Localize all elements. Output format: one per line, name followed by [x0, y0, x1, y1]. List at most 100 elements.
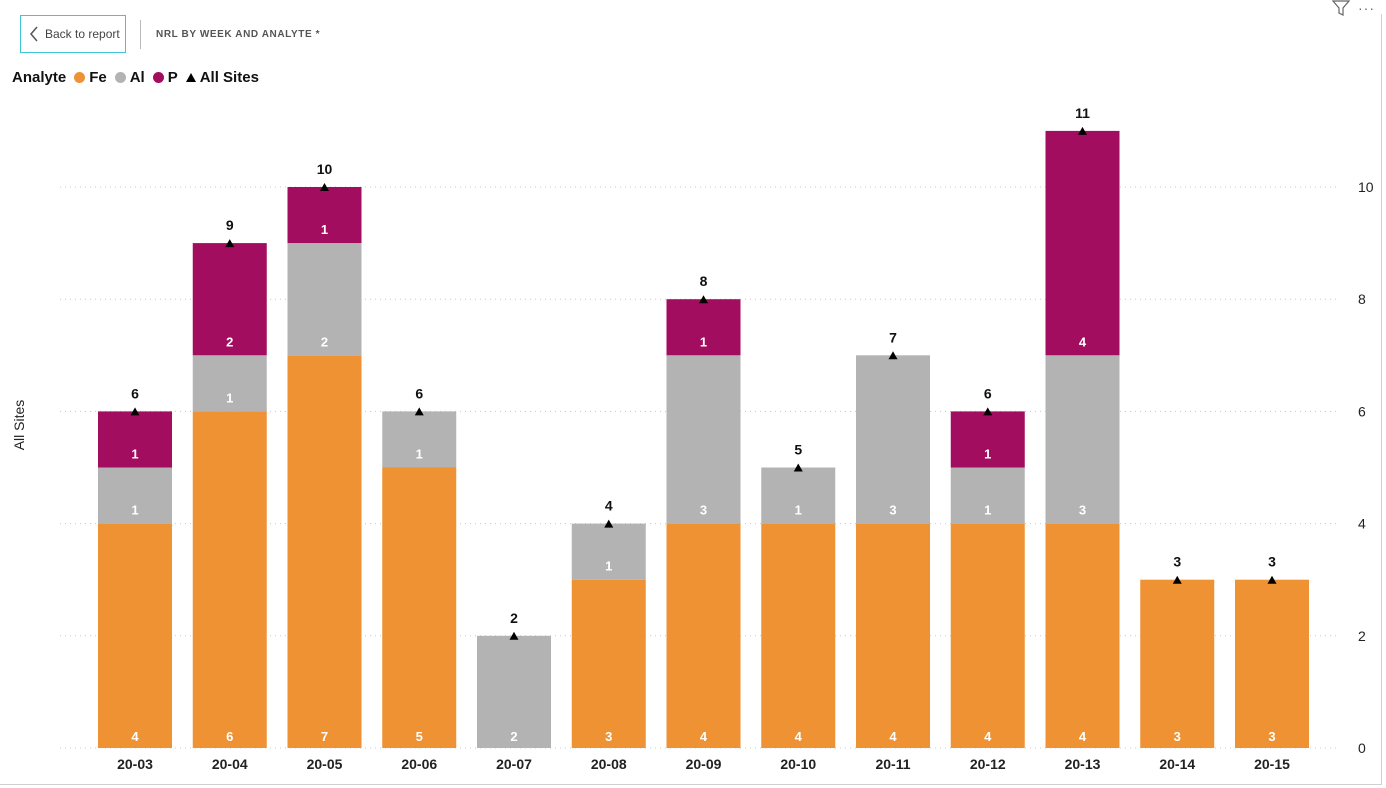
bar-segment-al[interactable]	[950, 467, 1025, 524]
data-label: 2	[321, 334, 328, 349]
x-tick-label: 20-03	[117, 756, 153, 772]
legend-swatch-p	[152, 72, 164, 83]
bar-segment-fe[interactable]	[98, 523, 172, 748]
bar-segment-fe[interactable]	[1235, 579, 1309, 748]
bar-segment-p[interactable]	[666, 299, 741, 356]
bar-segment-fe[interactable]	[287, 355, 362, 748]
bar-segment-al[interactable]	[1045, 355, 1120, 524]
visual-frame-bottom	[0, 784, 1382, 785]
data-label: 1	[416, 447, 423, 462]
bar-segment-fe[interactable]	[1045, 523, 1120, 748]
bar-segment-fe[interactable]	[571, 579, 646, 748]
data-label: 1	[984, 503, 991, 518]
total-label: 2	[510, 610, 518, 626]
all-sites-marker[interactable]	[699, 295, 708, 304]
legend-label-al: Al	[129, 69, 145, 86]
data-label: 1	[984, 447, 991, 462]
all-sites-marker[interactable]	[320, 183, 329, 191]
bar-segment-al[interactable]	[477, 635, 551, 748]
total-label: 3	[1268, 554, 1276, 570]
data-label: 4	[700, 729, 708, 744]
data-label: 3	[1174, 729, 1181, 744]
all-sites-marker[interactable]	[983, 407, 993, 416]
legend-item-al[interactable]: Al	[114, 69, 145, 86]
all-sites-marker[interactable]	[604, 519, 614, 528]
all-sites-marker[interactable]	[1078, 126, 1087, 135]
bar-segment-p[interactable]	[950, 411, 1025, 468]
all-sites-marker[interactable]	[1172, 575, 1182, 584]
bar-segment-fe[interactable]	[856, 523, 930, 748]
all-sites-marker[interactable]	[225, 239, 235, 248]
data-label: 3	[605, 729, 612, 744]
data-label: 4	[1079, 729, 1087, 744]
y-tick-label: 8	[1358, 291, 1366, 307]
bar-segment-fe[interactable]	[1140, 579, 1215, 748]
bar-segment-al[interactable]	[287, 243, 362, 356]
x-tick-label: 20-08	[591, 756, 627, 772]
data-label: 3	[700, 503, 707, 518]
total-label: 6	[984, 385, 992, 401]
all-sites-marker[interactable]	[414, 407, 424, 416]
all-sites-marker[interactable]	[509, 631, 519, 640]
y-tick-label: 6	[1358, 403, 1366, 419]
data-label: 3	[889, 503, 896, 518]
bar-segment-fe[interactable]	[192, 411, 267, 748]
legend-item-all-sites[interactable]: All Sites	[185, 69, 259, 86]
bar-segment-p[interactable]	[1045, 130, 1120, 356]
bar-segment-fe[interactable]	[666, 523, 741, 748]
back-to-report-button[interactable]: Back to report	[20, 15, 126, 53]
total-label: 8	[700, 273, 708, 289]
bar-segment-al[interactable]	[382, 411, 457, 468]
data-label: 3	[1268, 729, 1275, 744]
x-tick-label: 20-09	[686, 756, 722, 772]
bar-segment-al[interactable]	[98, 467, 172, 524]
bar-segment-fe[interactable]	[382, 467, 457, 749]
legend-label-fe: Fe	[89, 69, 107, 86]
legend-item-fe[interactable]: Fe	[74, 69, 107, 86]
bar-segment-p[interactable]	[98, 411, 172, 468]
more-options-icon[interactable]: ···	[1358, 0, 1375, 16]
chart-legend: Analyte Fe Al P All Sites	[12, 69, 267, 86]
all-sites-marker[interactable]	[888, 351, 898, 360]
data-label: 1	[700, 334, 707, 349]
bar-segment-p[interactable]	[287, 187, 362, 244]
filter-icon[interactable]	[1331, 0, 1351, 16]
bar-segment-fe[interactable]	[761, 523, 836, 748]
bar-segment-al[interactable]	[192, 355, 267, 412]
data-label: 4	[131, 729, 139, 744]
total-label: 7	[889, 329, 897, 345]
data-label: 2	[510, 729, 517, 744]
data-label: 4	[889, 729, 897, 744]
legend-title: Analyte	[12, 69, 67, 86]
bar-segment-al[interactable]	[761, 467, 836, 524]
legend-label-p: P	[167, 69, 178, 86]
all-sites-marker[interactable]	[793, 463, 803, 472]
total-label: 5	[794, 442, 802, 458]
legend-item-p[interactable]: P	[152, 69, 178, 86]
all-sites-marker[interactable]	[1267, 575, 1277, 584]
visual-frame-right	[1381, 14, 1382, 784]
total-label: 10	[317, 161, 333, 177]
data-label: 1	[321, 222, 328, 237]
x-tick-label: 20-11	[875, 756, 910, 772]
data-label: 1	[795, 503, 802, 518]
total-label: 9	[226, 217, 234, 233]
bar-segment-al[interactable]	[666, 355, 741, 524]
x-tick-label: 20-15	[1254, 756, 1290, 772]
data-label: 4	[1079, 334, 1087, 349]
x-tick-label: 20-05	[307, 756, 343, 772]
data-label: 1	[131, 447, 138, 462]
bar-segment-al[interactable]	[571, 523, 646, 580]
x-tick-label: 20-10	[780, 756, 816, 772]
data-label: 5	[416, 729, 423, 744]
data-label: 3	[1079, 503, 1086, 518]
bar-segment-al[interactable]	[856, 355, 930, 524]
header-divider	[140, 20, 141, 49]
legend-label-all-sites: All Sites	[199, 69, 259, 86]
bar-segment-p[interactable]	[192, 243, 267, 356]
all-sites-marker[interactable]	[130, 407, 140, 416]
data-label: 7	[321, 729, 328, 744]
x-tick-label: 20-12	[970, 756, 1006, 772]
bar-segment-fe[interactable]	[950, 523, 1025, 748]
